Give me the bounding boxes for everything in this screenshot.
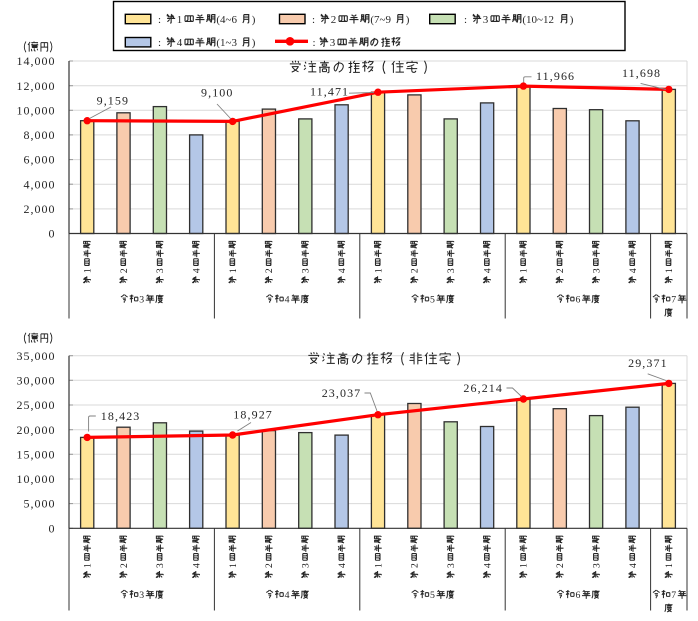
- svg-text:2: 2: [120, 268, 130, 273]
- svg-text:0: 0: [49, 227, 56, 241]
- svg-text:7: 7: [671, 590, 676, 601]
- svg-text::: :: [158, 14, 161, 26]
- svg-text:25,000: 25,000: [17, 398, 56, 412]
- svg-text:18,927: 18,927: [233, 408, 273, 422]
- svg-text:4: 4: [285, 294, 290, 305]
- svg-text:2: 2: [265, 563, 275, 568]
- svg-text:4: 4: [285, 590, 290, 601]
- svg-text:7: 7: [671, 294, 676, 305]
- svg-text:1: 1: [177, 14, 183, 26]
- svg-text:35,000: 35,000: [17, 349, 56, 363]
- svg-text:): ): [570, 14, 574, 26]
- svg-text:(10~12: (10~12: [522, 14, 554, 26]
- svg-text:9,100: 9,100: [201, 86, 234, 100]
- svg-text:4: 4: [193, 563, 203, 568]
- svg-text:(7~9: (7~9: [370, 14, 391, 26]
- svg-text:4: 4: [629, 563, 639, 568]
- svg-text::: :: [313, 37, 316, 49]
- svg-text:4: 4: [483, 563, 493, 568]
- svg-text:1: 1: [374, 268, 384, 273]
- svg-text:1: 1: [520, 563, 530, 568]
- svg-text:3: 3: [139, 294, 144, 305]
- svg-text:): ): [252, 37, 256, 49]
- svg-text:3: 3: [156, 268, 166, 273]
- svg-text:11,966: 11,966: [536, 69, 575, 83]
- svg-text:30,000: 30,000: [17, 373, 56, 387]
- svg-text:14,000: 14,000: [17, 54, 56, 68]
- svg-text:2: 2: [331, 14, 337, 26]
- svg-text:6,000: 6,000: [24, 153, 56, 167]
- svg-text:23,037: 23,037: [322, 386, 362, 400]
- svg-text:3: 3: [447, 268, 457, 273]
- svg-text:2: 2: [411, 268, 421, 273]
- svg-text:4: 4: [193, 268, 203, 273]
- svg-text:10,000: 10,000: [17, 103, 56, 117]
- svg-text:1: 1: [665, 563, 675, 568]
- svg-text::: :: [312, 14, 315, 26]
- svg-text:9,159: 9,159: [97, 94, 130, 108]
- svg-text:3: 3: [592, 268, 602, 273]
- svg-text:20,000: 20,000: [17, 423, 56, 437]
- svg-text:18,423: 18,423: [101, 409, 141, 423]
- svg-text:10,000: 10,000: [17, 472, 56, 486]
- svg-text:4,000: 4,000: [24, 177, 56, 191]
- svg-text:6: 6: [575, 590, 580, 601]
- svg-text:1: 1: [520, 268, 530, 273]
- svg-text:1: 1: [665, 268, 675, 273]
- svg-text:2: 2: [265, 268, 275, 273]
- svg-text:2,000: 2,000: [24, 202, 56, 216]
- svg-text:26,214: 26,214: [463, 381, 503, 395]
- svg-text:3: 3: [483, 14, 489, 26]
- svg-text:(1~3: (1~3: [216, 37, 237, 49]
- svg-text::: :: [158, 37, 161, 49]
- svg-text:2: 2: [556, 268, 566, 273]
- svg-text:1: 1: [84, 563, 94, 568]
- svg-text:8,000: 8,000: [24, 128, 56, 142]
- svg-text:11,698: 11,698: [622, 66, 661, 80]
- svg-text:4: 4: [177, 37, 183, 49]
- svg-text:1: 1: [374, 563, 384, 568]
- svg-text:1: 1: [229, 563, 239, 568]
- svg-text:5,000: 5,000: [24, 497, 56, 511]
- svg-text:3: 3: [330, 37, 336, 49]
- svg-text:2: 2: [411, 563, 421, 568]
- svg-text:0: 0: [49, 521, 56, 535]
- svg-text:4: 4: [629, 268, 639, 273]
- svg-text:4: 4: [338, 268, 348, 273]
- svg-text:3: 3: [302, 563, 312, 568]
- svg-text:2: 2: [120, 563, 130, 568]
- svg-text:3: 3: [592, 563, 602, 568]
- svg-text:4: 4: [483, 268, 493, 273]
- svg-text:): ): [252, 14, 256, 26]
- svg-text:5: 5: [430, 590, 435, 601]
- svg-text:3: 3: [302, 268, 312, 273]
- svg-text:5: 5: [430, 294, 435, 305]
- svg-text:4: 4: [338, 563, 348, 568]
- svg-text:3: 3: [139, 590, 144, 601]
- svg-text:2: 2: [556, 563, 566, 568]
- svg-text:3: 3: [156, 563, 166, 568]
- svg-text:(4~6: (4~6: [216, 14, 237, 26]
- svg-text:): ): [406, 14, 410, 26]
- svg-text:15,000: 15,000: [17, 447, 56, 461]
- svg-text:3: 3: [447, 563, 457, 568]
- svg-text:11,471: 11,471: [310, 85, 349, 99]
- svg-text:12,000: 12,000: [17, 79, 56, 93]
- svg-text:1: 1: [84, 268, 94, 273]
- svg-text:1: 1: [229, 268, 239, 273]
- svg-text:6: 6: [575, 294, 580, 305]
- svg-text::: :: [464, 14, 467, 26]
- svg-text:29,371: 29,371: [628, 356, 668, 370]
